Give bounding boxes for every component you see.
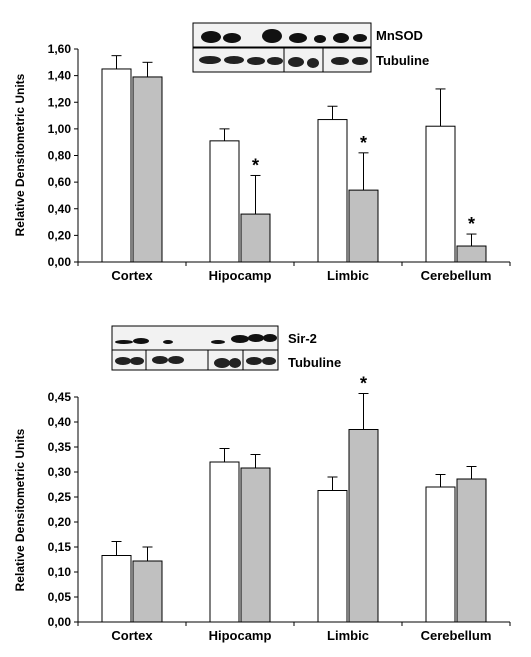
y-axis-label-2: Relative Densitometric Units [13, 428, 27, 591]
x-tick-label: Limbic [327, 268, 369, 283]
bar [209, 461, 240, 623]
y-tick-label: 1,00 [48, 122, 72, 136]
bar [348, 429, 379, 623]
y-tick-label: 0,80 [48, 149, 72, 163]
bar [132, 76, 163, 263]
blot-label-tubuline-1: Tubuline [376, 53, 429, 68]
y-tick-label: 0,30 [48, 465, 72, 479]
y-tick-label: 0,05 [48, 590, 72, 604]
blot-tubuline-bands-1 [199, 56, 368, 68]
bar [425, 125, 456, 263]
bar [348, 189, 379, 263]
chart-mnsod: MnSOD Tubuline Relative Densitometric Un… [13, 22, 511, 283]
x-tick-label: Cortex [111, 628, 153, 643]
y-tick-label: 0,40 [48, 202, 72, 216]
blot-label-sir2: Sir-2 [288, 331, 317, 346]
bar [101, 68, 132, 263]
bar [132, 560, 163, 623]
y-tick-label: 0,25 [48, 490, 72, 504]
y-tick-label: 0,20 [48, 228, 72, 242]
y-axis-label-1: Relative Densitometric Units [13, 73, 27, 236]
plot-area-1: 0,00 0,20 0,40 0,60 0,80 1,00 1,20 1,40 1,60 Cort… [48, 42, 511, 283]
blot-inset-sir2: Sir-2 Tubuline [111, 325, 341, 371]
significance-marker: * [360, 133, 367, 153]
x-tick-label: Hipocamp [209, 268, 272, 283]
blot-inset-mnsod: MnSOD Tubuline [192, 22, 429, 73]
blot-label-tubuline-2: Tubuline [288, 355, 341, 370]
bar [317, 119, 348, 263]
y-tick-label: 0,10 [48, 565, 72, 579]
bar [209, 140, 240, 263]
y-tick-label: 0,60 [48, 175, 72, 189]
blot-label-mnsod: MnSOD [376, 28, 423, 43]
x-tick-label: Hipocamp [209, 628, 272, 643]
bar [240, 467, 271, 623]
x-tick-label: Cortex [111, 268, 153, 283]
x-tick-label: Cerebellum [421, 268, 492, 283]
significance-marker: * [360, 374, 367, 394]
chart-sir2: Sir-2 Tubuline Relative Densitometric Un… [13, 325, 511, 643]
bar [456, 478, 487, 623]
bar [240, 213, 271, 263]
y-tick-label: 0,45 [48, 390, 72, 404]
significance-marker: * [468, 214, 475, 234]
bar [101, 555, 132, 623]
significance-marker: * [252, 155, 259, 175]
bar [456, 245, 487, 263]
y-tick-label: 0,40 [48, 415, 72, 429]
y-tick-label: 1,20 [48, 95, 72, 109]
y-tick-label: 0,00 [48, 615, 72, 629]
blot-mnsod-bands [201, 29, 367, 43]
y-tick-label: 0,35 [48, 440, 72, 454]
blot-tubuline-bands-2 [115, 356, 276, 368]
bar [425, 486, 456, 623]
x-tick-label: Limbic [327, 628, 369, 643]
bar [317, 490, 348, 623]
x-tick-label: Cerebellum [421, 628, 492, 643]
plot-area-2: 0,00 0,05 0,10 0,15 0,20 0,25 0,30 0,35 0,40 0,45… [48, 374, 511, 643]
blot-sir2-bands [115, 334, 277, 344]
y-tick-label: 0,20 [48, 515, 72, 529]
y-tick-label: 0,00 [48, 255, 72, 269]
y-tick-label: 1,60 [48, 42, 72, 56]
y-tick-label: 1,40 [48, 69, 72, 83]
y-tick-label: 0,15 [48, 540, 72, 554]
